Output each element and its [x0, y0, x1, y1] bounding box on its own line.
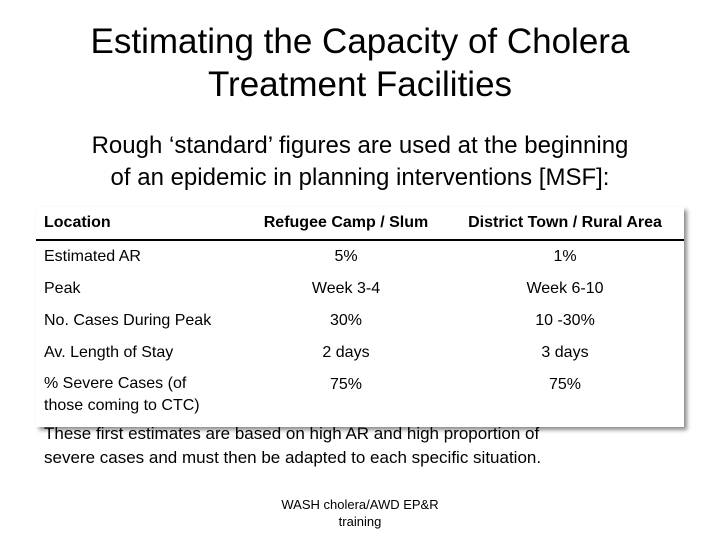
- note-line-1: These first estimates are based on high …: [44, 424, 540, 443]
- header-refugee-camp: Refugee Camp / Slum: [246, 207, 446, 241]
- row-label: % Severe Cases (of those coming to CTC): [36, 369, 246, 427]
- table-row: No. Cases During Peak 30% 10 -30%: [36, 305, 684, 337]
- slide-subtitle: Rough ‘standard’ figures are used at the…: [0, 130, 720, 194]
- camp-value: 2 days: [246, 337, 446, 369]
- slide-footer: WASH cholera/AWD EP&R training: [250, 496, 470, 530]
- note-line-2: severe cases and must then be adapted to…: [44, 448, 542, 467]
- camp-value: 30%: [246, 305, 446, 337]
- capacity-table: Location Refugee Camp / Slum District To…: [36, 207, 684, 427]
- table-row: Estimated AR 5% 1%: [36, 240, 684, 273]
- town-value: 3 days: [446, 337, 684, 369]
- header-district-town: District Town / Rural Area: [446, 207, 684, 241]
- table-header-row: Location Refugee Camp / Slum District To…: [36, 207, 684, 241]
- camp-value: Week 3-4: [246, 273, 446, 305]
- town-value: 75%: [446, 369, 684, 427]
- slide-title-line-2: Treatment Facilities: [207, 65, 513, 104]
- table-row: Av. Length of Stay 2 days 3 days: [36, 337, 684, 369]
- row-label-line-1: % Severe Cases (of: [44, 375, 187, 392]
- row-label: No. Cases During Peak: [36, 305, 246, 337]
- header-location: Location: [36, 207, 246, 241]
- town-value: Week 6-10: [446, 273, 684, 305]
- table-row: Peak Week 3-4 Week 6-10: [36, 273, 684, 305]
- adaptation-note: These first estimates are based on high …: [44, 422, 684, 470]
- row-label: Av. Length of Stay: [36, 337, 246, 369]
- town-value: 1%: [446, 240, 684, 273]
- camp-value: 5%: [246, 240, 446, 273]
- row-label: Peak: [36, 273, 246, 305]
- slide-title-line-1: Estimating the Capacity of Cholera: [90, 22, 630, 61]
- row-label: Estimated AR: [36, 240, 246, 273]
- slide-subtitle-line-2: of an epidemic in planning interventions…: [110, 164, 610, 191]
- table-row: % Severe Cases (of those coming to CTC) …: [36, 369, 684, 427]
- row-label-line-2: those coming to CTC): [44, 397, 200, 414]
- footer-line-2: training: [338, 514, 382, 529]
- camp-value: 75%: [246, 369, 446, 427]
- slide-subtitle-line-1: Rough ‘standard’ figures are used at the…: [91, 132, 629, 159]
- slide-title: Estimating the Capacity of Cholera Treat…: [0, 20, 720, 106]
- footer-line-1: WASH cholera/AWD EP&R: [281, 497, 439, 512]
- town-value: 10 -30%: [446, 305, 684, 337]
